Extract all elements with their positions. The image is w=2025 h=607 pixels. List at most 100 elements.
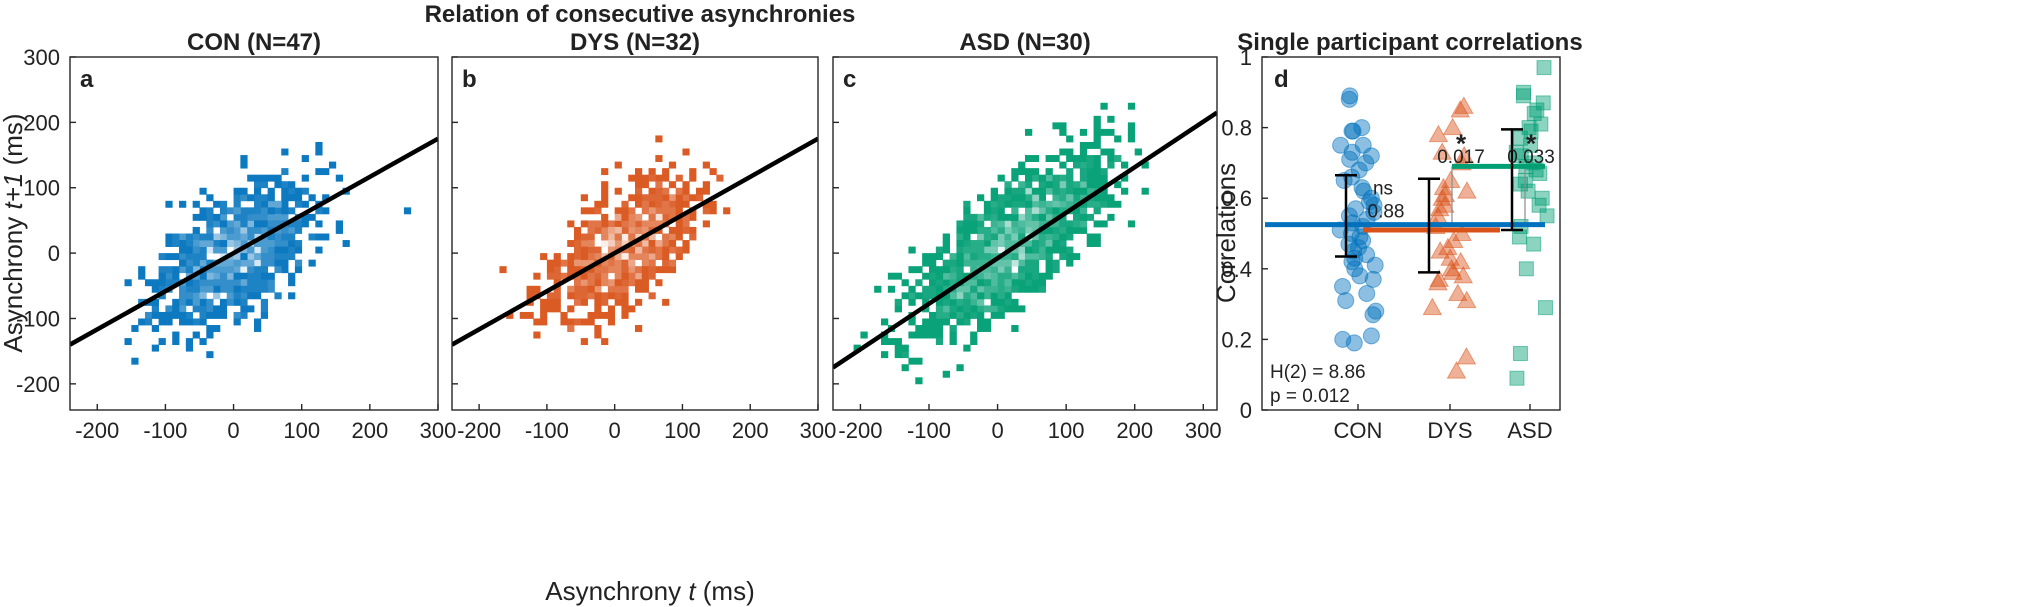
heatmap-cell xyxy=(1073,226,1081,234)
heatmap-cell xyxy=(267,213,275,221)
heatmap-cell xyxy=(165,305,173,313)
heatmap-cell xyxy=(970,331,978,339)
data-point xyxy=(1362,327,1380,345)
heatmap-cell xyxy=(1025,128,1033,136)
heatmap-cell xyxy=(1025,266,1033,274)
heatmap-cell xyxy=(226,207,234,215)
heatmap-cell xyxy=(635,200,643,208)
heatmap-cell xyxy=(648,233,656,241)
heatmap-cell xyxy=(702,220,710,228)
heatmap-cell xyxy=(1121,174,1129,182)
heatmap-cell xyxy=(560,311,568,319)
heatmap-cell xyxy=(675,226,683,234)
heatmap-cell xyxy=(567,266,575,274)
heatmap-cell xyxy=(260,226,269,234)
heatmap-cell xyxy=(970,311,978,319)
heatmap-cell xyxy=(1038,285,1046,293)
heatmap-cell xyxy=(288,246,296,254)
heatmap-cell xyxy=(281,266,289,274)
heatmap-cell xyxy=(219,220,228,228)
heatmap-cell xyxy=(1004,259,1012,267)
heatmap-cell xyxy=(682,148,690,156)
stats-text: H(2) = 8.86 xyxy=(1270,362,1366,383)
data-point xyxy=(1335,172,1353,190)
heatmap-cell xyxy=(1086,168,1094,176)
heatmap-cell xyxy=(213,279,221,287)
heatmap-cell xyxy=(1073,194,1081,202)
heatmap-cell xyxy=(1052,181,1060,189)
heatmap-cell xyxy=(997,240,1005,247)
heatmap-cell xyxy=(628,174,636,182)
heatmap-cell xyxy=(233,253,241,261)
heatmap-cell xyxy=(648,174,656,182)
heatmap-cell xyxy=(709,168,717,176)
heatmap-cell xyxy=(662,194,670,202)
heatmap-cell xyxy=(206,272,214,280)
heatmap-cell xyxy=(274,213,282,221)
heatmap-cell xyxy=(1127,128,1136,136)
heatmap-cell xyxy=(580,338,588,346)
x-tick-label: 100 xyxy=(1048,418,1085,443)
heatmap-cell xyxy=(1025,181,1033,189)
heatmap-cell xyxy=(580,298,588,306)
heatmap-cell xyxy=(254,207,262,215)
data-point xyxy=(1351,267,1369,285)
heatmap-cell xyxy=(206,298,214,306)
heatmap-cell xyxy=(233,292,241,300)
heatmap-cell xyxy=(963,292,971,300)
heatmap-cell xyxy=(274,240,282,247)
comparison-p: 0.033 xyxy=(1507,147,1555,168)
heatmap-cell xyxy=(267,240,275,247)
heatmap-cell xyxy=(997,207,1005,215)
panel-title: ASD (N=30) xyxy=(959,29,1090,56)
heatmap-cell xyxy=(179,311,187,319)
heatmap-cell xyxy=(1059,128,1067,136)
heatmap-cell xyxy=(1025,226,1033,234)
heatmap-cell xyxy=(1038,207,1046,215)
heatmap-cell xyxy=(254,226,262,234)
heatmap-cell xyxy=(179,318,187,326)
y-tick-label: 0.6 xyxy=(1221,186,1252,211)
heatmap-cell xyxy=(594,279,602,287)
x-tick-label: 300 xyxy=(1185,418,1222,443)
heatmap-cell xyxy=(956,266,964,274)
heatmap-cell xyxy=(185,233,194,241)
heatmap-cell xyxy=(254,318,262,326)
data-point xyxy=(1442,117,1463,136)
heatmap-cell xyxy=(641,220,649,228)
heatmap-cell xyxy=(247,266,255,274)
heatmap-cell xyxy=(1031,285,1040,293)
heatmap-cell xyxy=(553,305,561,313)
heatmap-cell xyxy=(553,298,561,306)
heatmap-cell xyxy=(641,174,649,182)
heatmap-cell xyxy=(990,298,998,306)
heatmap-cell xyxy=(901,351,909,359)
heatmap-cell xyxy=(1025,168,1033,176)
heatmap-cell xyxy=(594,200,602,208)
heatmap-cell xyxy=(546,259,555,267)
heatmap-cell xyxy=(267,194,275,202)
heatmap-cell xyxy=(922,272,930,280)
heatmap-cell xyxy=(1011,220,1019,228)
heatmap-cell xyxy=(1011,259,1019,267)
heatmap-cell xyxy=(1066,246,1074,254)
heatmap-cell xyxy=(922,331,930,339)
heatmap-cell xyxy=(997,305,1005,313)
heatmap-cell xyxy=(977,325,985,332)
heatmap-cell xyxy=(506,311,514,319)
heatmap-cell xyxy=(574,240,582,247)
heatmap-cell xyxy=(614,240,622,247)
heatmap-cell xyxy=(233,285,241,293)
heatmap-cell xyxy=(315,148,323,156)
heatmap-cell xyxy=(1079,128,1088,136)
heatmap-cell xyxy=(1127,102,1136,110)
heatmap-cell xyxy=(641,266,649,274)
heatmap-cell xyxy=(1127,220,1136,228)
data-point xyxy=(1456,290,1477,309)
iqr-bar-CON xyxy=(1335,174,1357,258)
heatmap-cell xyxy=(621,200,629,208)
heatmap-cell xyxy=(614,292,622,300)
heatmap-cell xyxy=(1025,174,1033,182)
heatmap-cell xyxy=(1038,194,1046,202)
heatmap-cell xyxy=(601,240,609,247)
